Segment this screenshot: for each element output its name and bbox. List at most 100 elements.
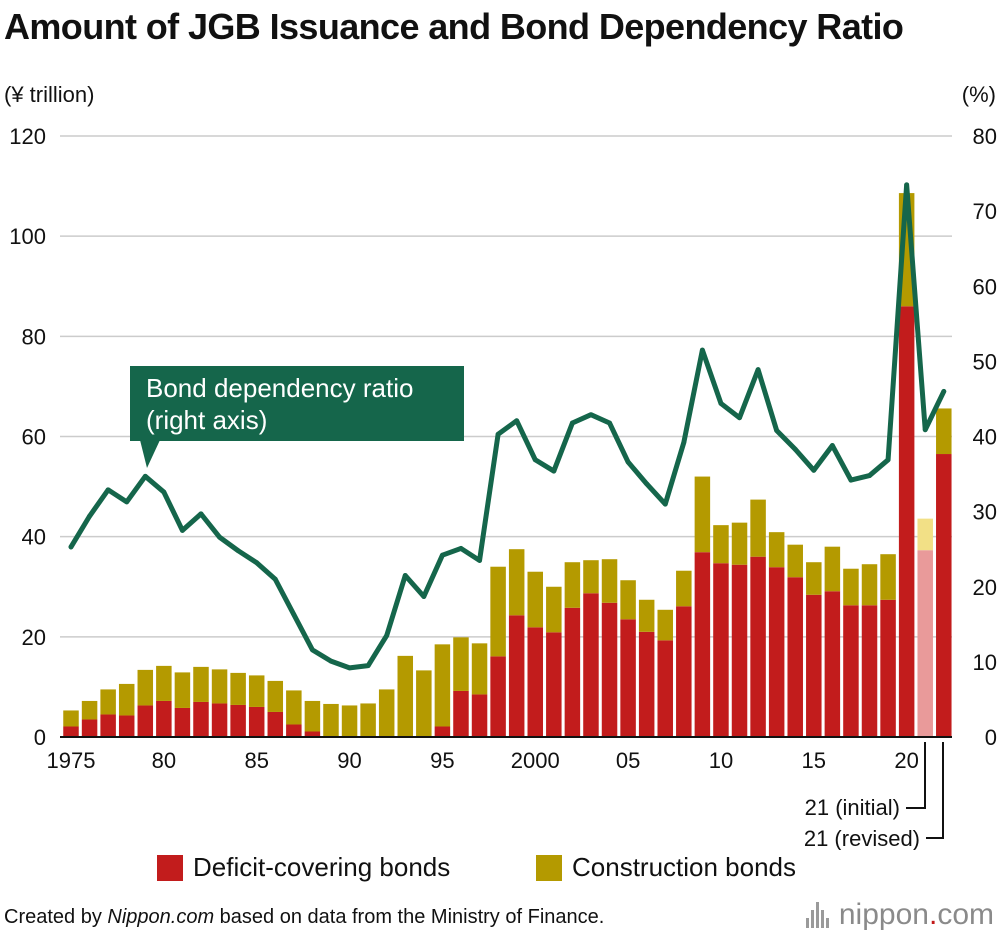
bar-deficit [63, 726, 79, 737]
bar-deficit [824, 591, 841, 737]
bar-construction [471, 643, 488, 695]
ratio-point [737, 415, 742, 421]
bar-construction [694, 476, 711, 553]
bar-deficit [100, 714, 116, 737]
chart-title: Amount of JGB Issuance and Bond Dependen… [4, 6, 904, 47]
ratio-point [198, 511, 204, 517]
legend-swatch-deficit [157, 854, 183, 881]
ratio-point [681, 440, 687, 445]
ratio-point [291, 612, 297, 617]
ratio-point [235, 548, 241, 554]
bar-construction [750, 499, 766, 557]
bar-series [63, 193, 952, 737]
legend-item-deficit: Deficit-covering bonds [157, 852, 450, 883]
legend-swatch-construction [536, 854, 562, 881]
ratio-point [328, 658, 334, 664]
ratio-point [421, 594, 427, 599]
bar-deficit [118, 715, 135, 737]
callout-pointer [140, 440, 160, 468]
right-tick-label: 40 [973, 425, 997, 450]
bar-construction [657, 609, 673, 641]
ratio-point [458, 546, 464, 551]
legend: Deficit-covering bonds Construction bond… [0, 852, 1000, 892]
bar-construction [323, 703, 339, 737]
bar-deficit [267, 711, 284, 737]
chart: 0 20 40 60 80 100 120 0 10 20 30 40 50 60 70 80 1975 80 85… [9, 124, 997, 850]
bar-construction [248, 675, 265, 707]
ratio-point [848, 477, 854, 483]
ratio-point [87, 513, 92, 519]
logo-name: nippon [838, 898, 929, 931]
right-tick-label: 50 [973, 349, 997, 374]
bar-construction [360, 703, 376, 737]
bar-construction [230, 672, 246, 705]
ratio-point [662, 501, 668, 507]
x-tick-label: 85 [244, 748, 268, 773]
bar-construction [936, 408, 952, 455]
bar-deficit [806, 594, 822, 737]
bar-construction [304, 700, 321, 732]
bar-deficit [434, 726, 451, 737]
left-tick-label: 0 [34, 725, 46, 750]
left-tick-label: 100 [9, 224, 46, 249]
bar-construction [527, 571, 543, 628]
bar-deficit [137, 705, 154, 737]
bar-deficit [787, 577, 803, 737]
bar-construction [490, 566, 506, 657]
bar-construction [416, 670, 432, 737]
bar-construction [211, 669, 228, 704]
callout-box [130, 366, 464, 441]
legend-label-deficit: Deficit-covering bonds [193, 852, 451, 882]
footer-source-name: Nippon.com [107, 906, 215, 928]
bar-construction [843, 568, 859, 606]
annotation-revised: 21 (revised) [804, 826, 920, 850]
bar-deficit [583, 593, 599, 737]
bar-deficit [917, 550, 933, 737]
left-tick-label: 20 [22, 625, 46, 650]
bar-deficit [453, 690, 469, 737]
ratio-point [792, 446, 798, 452]
bar-deficit [936, 454, 952, 737]
ratio-point [495, 431, 501, 437]
bar-construction [397, 655, 414, 737]
ratio-point [829, 443, 835, 448]
ratio-point [68, 544, 74, 550]
x-tick-label: 05 [616, 748, 640, 773]
x-tick-label: 80 [152, 748, 176, 773]
ratio-point [532, 457, 538, 463]
ratio-point [551, 468, 557, 474]
bar-construction [286, 690, 302, 725]
right-tick-label: 70 [973, 199, 997, 224]
bar-deficit [861, 605, 878, 737]
x-tick-label: 20 [894, 748, 918, 773]
bar-deficit [546, 632, 562, 737]
ratio-point [347, 665, 352, 671]
bar-construction [824, 546, 841, 592]
right-tick-label: 30 [973, 500, 997, 525]
bar-construction [118, 683, 135, 716]
ratio-point [922, 427, 928, 433]
bar-construction [861, 564, 878, 606]
nippon-logo[interactable]: nippon. com [805, 898, 994, 932]
ratio-point [402, 573, 408, 578]
bar-construction [787, 544, 803, 578]
bar-construction [453, 637, 469, 691]
callout-line-1: Bond dependency ratio [146, 373, 413, 403]
bar-deficit [601, 602, 618, 737]
bar-construction [508, 549, 525, 616]
ratio-point [885, 457, 891, 463]
bar-deficit [304, 731, 321, 737]
annotation-leader-initial [906, 742, 926, 809]
ratio-point [105, 487, 111, 493]
ratio-point [180, 528, 185, 533]
bar-construction [880, 554, 896, 600]
ratio-point [142, 473, 148, 479]
right-tick-label: 10 [973, 650, 997, 675]
bar-construction [564, 562, 581, 608]
left-tick-label: 80 [22, 324, 46, 349]
right-axis-unit: (%) [961, 82, 996, 107]
bar-deficit [731, 564, 748, 737]
ratio-point [310, 647, 315, 653]
legend-label-construction: Construction bonds [572, 852, 797, 882]
annotation-leader-revised [926, 742, 944, 839]
